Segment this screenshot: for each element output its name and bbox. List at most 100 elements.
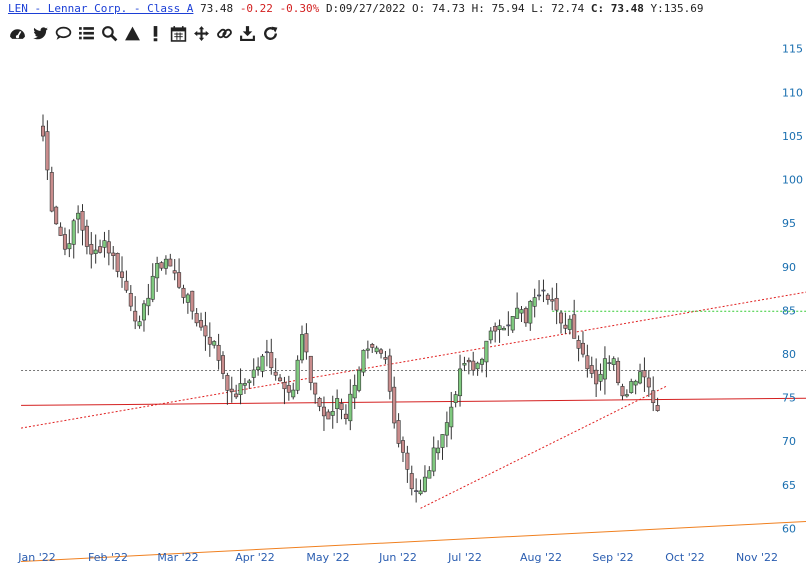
candle[interactable] xyxy=(436,440,441,460)
candle[interactable] xyxy=(554,283,559,325)
calendar-icon[interactable] xyxy=(167,22,190,44)
candle[interactable] xyxy=(190,290,195,320)
move-icon[interactable] xyxy=(190,22,213,44)
candle[interactable] xyxy=(278,374,283,382)
candle[interactable] xyxy=(528,299,533,331)
candle[interactable] xyxy=(229,376,234,403)
candle[interactable] xyxy=(71,218,76,259)
candle[interactable] xyxy=(427,466,432,479)
candle[interactable] xyxy=(431,436,436,477)
candle[interactable] xyxy=(304,323,309,360)
candle[interactable] xyxy=(159,261,164,271)
candle[interactable] xyxy=(269,338,274,375)
candle[interactable] xyxy=(620,383,625,401)
candle[interactable] xyxy=(62,227,67,256)
candle[interactable] xyxy=(111,246,116,270)
candle[interactable] xyxy=(580,331,585,358)
candle[interactable] xyxy=(234,384,239,399)
candle[interactable] xyxy=(286,375,291,401)
candle[interactable] xyxy=(523,306,528,327)
candle[interactable] xyxy=(150,263,155,303)
search-icon[interactable] xyxy=(98,22,121,44)
candle[interactable] xyxy=(273,358,278,381)
candle[interactable] xyxy=(137,315,142,329)
candle[interactable] xyxy=(357,366,362,393)
link-icon[interactable] xyxy=(213,22,236,44)
candle[interactable] xyxy=(247,378,252,389)
candle[interactable] xyxy=(449,391,454,440)
candle[interactable] xyxy=(194,308,199,327)
candle[interactable] xyxy=(339,398,344,420)
candle[interactable] xyxy=(453,390,458,408)
candle[interactable] xyxy=(537,280,542,301)
candle[interactable] xyxy=(58,222,63,237)
candle[interactable] xyxy=(646,370,651,397)
candle[interactable] xyxy=(120,256,125,288)
ticker-link[interactable]: LEN - Lennar Corp. - Class A xyxy=(8,2,194,15)
candle[interactable] xyxy=(133,296,138,330)
candle[interactable] xyxy=(256,357,261,376)
candle[interactable] xyxy=(282,376,287,405)
candle[interactable] xyxy=(624,389,629,398)
candle[interactable] xyxy=(348,379,353,431)
candle[interactable] xyxy=(89,232,94,269)
candle[interactable] xyxy=(616,357,621,386)
candle[interactable] xyxy=(519,306,524,322)
candle[interactable] xyxy=(238,368,243,405)
candle[interactable] xyxy=(141,300,146,332)
candle[interactable] xyxy=(638,363,643,385)
twitter-icon[interactable] xyxy=(29,22,52,44)
candle[interactable] xyxy=(493,322,498,343)
candle[interactable] xyxy=(185,292,190,314)
candle[interactable] xyxy=(462,356,467,372)
candle[interactable] xyxy=(374,345,379,355)
candle[interactable] xyxy=(84,219,89,255)
candle[interactable] xyxy=(484,340,489,378)
candle[interactable] xyxy=(361,349,366,377)
candle[interactable] xyxy=(128,285,133,312)
candle[interactable] xyxy=(343,404,348,425)
candle[interactable] xyxy=(80,204,85,246)
candle[interactable] xyxy=(106,229,111,266)
candle[interactable] xyxy=(396,413,401,448)
candle[interactable] xyxy=(532,288,537,318)
candle[interactable] xyxy=(550,287,555,311)
candle[interactable] xyxy=(203,311,208,351)
candle[interactable] xyxy=(576,335,581,362)
trend-solid-red[interactable] xyxy=(21,397,806,406)
candle[interactable] xyxy=(212,340,217,349)
dashboard-icon[interactable] xyxy=(6,22,29,44)
candle[interactable] xyxy=(365,340,370,359)
candle[interactable] xyxy=(251,358,256,386)
candle[interactable] xyxy=(418,479,423,496)
candle[interactable] xyxy=(216,333,221,370)
candle[interactable] xyxy=(471,351,476,376)
candle[interactable] xyxy=(405,445,410,483)
candle[interactable] xyxy=(300,325,305,364)
candle[interactable] xyxy=(466,357,471,375)
candle[interactable] xyxy=(352,374,357,410)
candle[interactable] xyxy=(611,356,616,371)
candle[interactable] xyxy=(444,411,449,448)
candle[interactable] xyxy=(585,344,590,378)
candle[interactable] xyxy=(475,361,480,376)
candle[interactable] xyxy=(607,355,612,371)
candle[interactable] xyxy=(98,239,103,254)
candle[interactable] xyxy=(102,231,107,258)
candle[interactable] xyxy=(335,389,340,424)
candle[interactable] xyxy=(567,315,572,335)
candle[interactable] xyxy=(392,376,397,429)
candle[interactable] xyxy=(488,327,493,344)
candle[interactable] xyxy=(559,310,564,334)
trend-dotted-upper[interactable] xyxy=(20,280,806,429)
candle[interactable] xyxy=(651,376,656,412)
candle[interactable] xyxy=(458,354,463,407)
candle[interactable] xyxy=(168,253,173,267)
candle[interactable] xyxy=(172,259,177,281)
candle[interactable] xyxy=(76,205,81,234)
refresh-icon[interactable] xyxy=(259,22,282,44)
trend-dotted-lower[interactable] xyxy=(420,385,667,509)
candle[interactable] xyxy=(479,357,484,373)
candle[interactable] xyxy=(629,378,634,394)
